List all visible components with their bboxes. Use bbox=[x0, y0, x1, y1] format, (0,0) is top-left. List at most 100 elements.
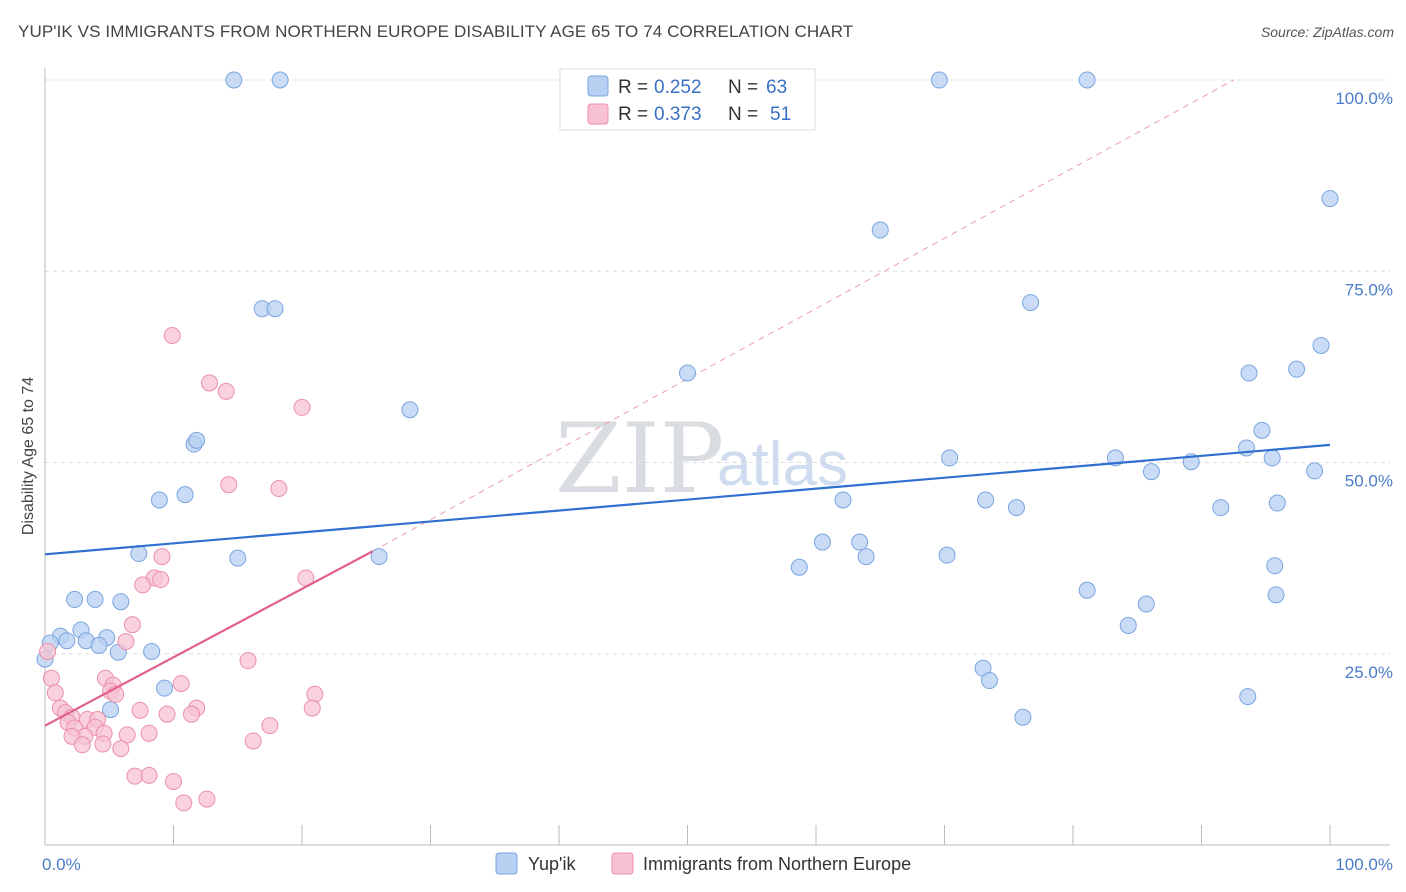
legend-n-value-2: 51 bbox=[770, 104, 791, 125]
legend-r-label-1: R = bbox=[618, 77, 648, 98]
yupik-point-22 bbox=[1142, 463, 1160, 481]
watermark-zip: ZIP bbox=[555, 403, 724, 515]
northern-europe-point-2 bbox=[217, 382, 235, 400]
yupik-point-52 bbox=[90, 636, 108, 654]
yupik-point-15 bbox=[188, 431, 206, 449]
yupik-point-55 bbox=[143, 642, 161, 660]
northern-europe-point-45 bbox=[112, 740, 130, 758]
bottom-legend-swatch-yupik bbox=[495, 852, 518, 875]
legend-r-label-2: R = bbox=[618, 104, 648, 125]
northern-europe-point-43 bbox=[94, 735, 112, 753]
legend-box: R = 0.252 N = 63 R = 0.373 N = 51 bbox=[559, 68, 816, 131]
bottom-legend-label-northern-europe: Immigrants from Northern Europe bbox=[643, 854, 911, 874]
yupik-point-32 bbox=[851, 533, 869, 551]
yupik-point-4 bbox=[1321, 190, 1339, 208]
northern-europe-point-46 bbox=[126, 767, 144, 785]
yupik-point-0 bbox=[225, 71, 243, 89]
yupik-point-2 bbox=[930, 71, 948, 89]
yupik-point-29 bbox=[1212, 499, 1230, 517]
chart-title: YUP'IK VS IMMIGRANTS FROM NORTHERN EUROP… bbox=[18, 22, 854, 41]
source-attribution: Source: ZipAtlas.com bbox=[1260, 24, 1394, 40]
northern-europe-point-1 bbox=[200, 374, 218, 392]
x-tick-labels: 0.0% 100.0% bbox=[42, 855, 1393, 874]
y-tick-label-50: 50.0% bbox=[1345, 472, 1393, 491]
bottom-legend-swatch-northern-europe bbox=[611, 852, 634, 875]
y-tick-label-75: 75.0% bbox=[1345, 280, 1393, 299]
northern-europe-point-47 bbox=[140, 766, 158, 784]
y-tick-labels: 25.0% 50.0% 75.0% 100.0% bbox=[1335, 89, 1393, 682]
northern-europe-point-20 bbox=[46, 684, 64, 702]
bottom-legend-label-yupik: Yup'ik bbox=[528, 854, 576, 874]
trend-lines bbox=[44, 443, 1331, 727]
yupik-point-39 bbox=[1266, 557, 1284, 575]
yupik-point-36 bbox=[130, 545, 148, 563]
northern-europe-point-38 bbox=[140, 724, 158, 742]
yupik-point-62 bbox=[1014, 708, 1032, 726]
yupik-point-18 bbox=[941, 449, 959, 467]
yupik-point-5 bbox=[871, 221, 889, 239]
yupik-point-23 bbox=[1306, 462, 1324, 480]
legend-n-label-2: N = bbox=[728, 104, 758, 125]
yupik-point-44 bbox=[112, 593, 130, 611]
northern-europe-point-5 bbox=[270, 480, 288, 498]
yupik-point-16 bbox=[1253, 421, 1271, 439]
yupik-point-58 bbox=[980, 672, 998, 690]
series-yupik-points bbox=[36, 71, 1339, 726]
legend-n-label-1: N = bbox=[728, 77, 758, 98]
yupik-point-46 bbox=[1119, 616, 1137, 634]
northern-europe-point-4 bbox=[220, 476, 238, 494]
bottom-legend: Yup'ik Immigrants from Northern Europe bbox=[495, 852, 911, 875]
axes bbox=[44, 68, 1390, 846]
y-axis-label: Disability Age 65 to 74 bbox=[20, 377, 37, 535]
yupik-point-60 bbox=[1239, 688, 1257, 706]
y-tick-label-100: 100.0% bbox=[1335, 89, 1393, 108]
northern-europe-point-27 bbox=[158, 705, 176, 723]
northern-europe-point-17 bbox=[172, 675, 190, 693]
yupik-point-34 bbox=[938, 546, 956, 564]
yupik-point-43 bbox=[86, 590, 104, 608]
trend-line-yupik bbox=[44, 443, 1331, 556]
legend-r-value-1: 0.252 bbox=[654, 77, 702, 98]
trend-line-northern-europe bbox=[44, 550, 374, 727]
northern-europe-point-9 bbox=[152, 571, 170, 589]
northern-europe-point-39 bbox=[118, 726, 136, 744]
y-tick-label-25: 25.0% bbox=[1345, 663, 1393, 682]
x-tick-label-0: 0.0% bbox=[42, 855, 81, 874]
yupik-point-26 bbox=[834, 491, 852, 509]
northern-europe-point-14 bbox=[239, 652, 257, 670]
yupik-point-12 bbox=[1288, 360, 1306, 378]
yupik-point-42 bbox=[66, 590, 84, 608]
northern-europe-point-29 bbox=[182, 705, 200, 723]
yupik-point-27 bbox=[977, 491, 995, 509]
yupik-point-45 bbox=[1137, 595, 1155, 613]
legend-swatch-yupik bbox=[587, 75, 609, 97]
reference-line-dashed bbox=[372, 79, 1234, 552]
yupik-point-59 bbox=[156, 679, 174, 697]
northern-europe-point-0 bbox=[163, 327, 181, 345]
yupik-point-41 bbox=[1267, 586, 1285, 604]
yupik-point-38 bbox=[370, 548, 388, 566]
yupik-point-37 bbox=[229, 549, 247, 567]
yupik-point-11 bbox=[1240, 364, 1258, 382]
x-tick-label-100: 100.0% bbox=[1335, 855, 1393, 874]
yupik-point-61 bbox=[102, 701, 120, 719]
yupik-point-1 bbox=[271, 71, 289, 89]
yupik-point-13 bbox=[401, 401, 419, 419]
series-northern-europe-points bbox=[39, 327, 324, 812]
northern-europe-point-50 bbox=[175, 794, 193, 812]
northern-europe-point-15 bbox=[42, 669, 60, 687]
grid-lines bbox=[45, 79, 1390, 655]
northern-europe-point-42 bbox=[244, 732, 262, 750]
yupik-point-7 bbox=[266, 300, 284, 318]
yupik-point-3 bbox=[1078, 71, 1096, 89]
northern-europe-point-33 bbox=[261, 717, 279, 735]
yupik-point-40 bbox=[1078, 581, 1096, 599]
northern-europe-point-22 bbox=[306, 685, 324, 703]
reference-line bbox=[372, 79, 1234, 552]
northern-europe-point-48 bbox=[165, 773, 182, 791]
northern-europe-point-26 bbox=[131, 701, 149, 719]
yupik-point-24 bbox=[150, 491, 168, 509]
yupik-point-10 bbox=[1312, 336, 1330, 354]
northern-europe-point-10 bbox=[134, 576, 152, 594]
